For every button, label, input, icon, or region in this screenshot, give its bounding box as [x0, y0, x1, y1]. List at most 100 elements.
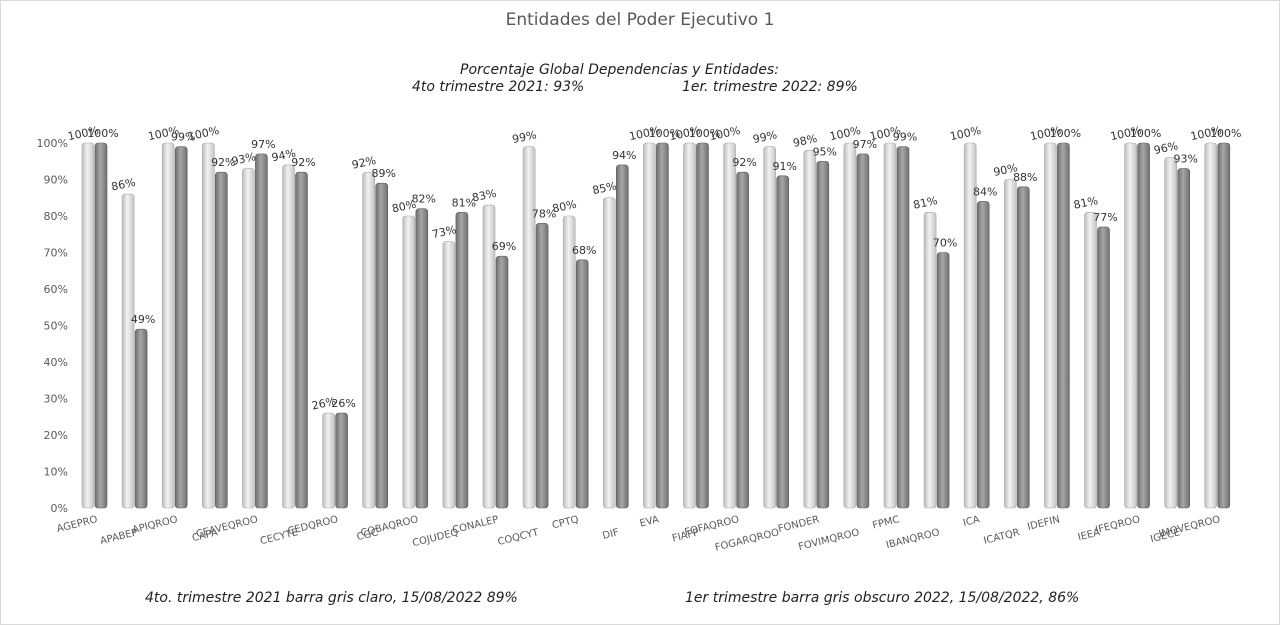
bar-1er-trimestre-2022 [455, 212, 469, 509]
data-label: 94% [612, 149, 636, 162]
data-label: 100% [1189, 124, 1222, 143]
bar-4to-trimestre-2021 [883, 142, 897, 509]
category-label: COBAQROO [360, 514, 420, 539]
data-label: 97% [853, 138, 877, 151]
bar-1er-trimestre-2022 [736, 171, 749, 509]
data-label: 97% [251, 138, 275, 151]
bar-1er-trimestre-2022 [295, 171, 308, 509]
data-label: 95% [813, 145, 837, 158]
bar-4to-trimestre-2021 [843, 142, 857, 509]
bar-4to-trimestre-2021 [362, 171, 376, 509]
bar-1er-trimestre-2022 [1016, 186, 1030, 509]
bar-1er-trimestre-2022 [1137, 142, 1150, 509]
category-label: FOVIMQROO [797, 527, 860, 553]
bar-4to-trimestre-2021 [723, 142, 736, 509]
y-tick-label: 70% [44, 247, 68, 260]
data-label: 92% [351, 154, 378, 172]
category-label: CEAVEQROO [195, 514, 259, 540]
data-label: 73% [431, 223, 458, 241]
category-label: AGEPRO [56, 514, 99, 535]
data-label: 100% [689, 127, 720, 140]
data-label: 100% [1050, 127, 1081, 140]
category-label: EVA [639, 514, 661, 529]
bar-4to-trimestre-2021 [923, 212, 937, 509]
data-label: 93% [1173, 153, 1197, 166]
y-tick-label: 40% [44, 356, 68, 369]
category-label: FONDER [777, 514, 821, 535]
bar-1er-trimestre-2022 [1177, 168, 1190, 509]
bar-4to-trimestre-2021 [161, 142, 175, 509]
bar-4to-trimestre-2021 [1084, 212, 1097, 509]
bar-1er-trimestre-2022 [696, 142, 709, 509]
category-label: CPTQ [551, 514, 580, 531]
y-tick-label: 80% [44, 210, 68, 223]
data-label: 100% [949, 124, 982, 143]
bar-4to-trimestre-2021 [242, 168, 255, 509]
subtitle-line-2a: 4to trimestre 2021: 93% [412, 79, 585, 95]
footnote-right: 1er trimestre barra gris obscuro 2022, 1… [685, 590, 1080, 606]
data-label: 99% [752, 128, 779, 146]
bar-1er-trimestre-2022 [936, 252, 950, 509]
bar-4to-trimestre-2021 [322, 412, 335, 509]
category-label: FOFAQROO [684, 514, 741, 538]
category-label: IDEFIN [1026, 514, 1061, 533]
data-label: 99% [893, 131, 917, 144]
y-tick-label: 100% [37, 137, 68, 150]
bar-4to-trimestre-2021 [643, 142, 656, 509]
bar-1er-trimestre-2022 [134, 328, 148, 509]
bar-4to-trimestre-2021 [1003, 179, 1017, 509]
category-label: ICATQR [983, 527, 1022, 547]
category-label: FPMC [871, 514, 900, 531]
data-label: 26% [331, 397, 355, 410]
category-label: ICA [962, 514, 981, 529]
bar-1er-trimestre-2022 [375, 182, 389, 509]
data-label: 81% [1072, 194, 1099, 212]
bar-1er-trimestre-2022 [656, 142, 669, 509]
data-label: 49% [131, 313, 155, 326]
y-tick-label: 50% [44, 320, 68, 333]
bar-4to-trimestre-2021 [282, 164, 295, 509]
data-label: 99% [511, 128, 538, 146]
bar-1er-trimestre-2022 [174, 146, 188, 509]
data-label: 81% [452, 196, 476, 209]
bar-4to-trimestre-2021 [763, 146, 777, 509]
data-label: 94% [270, 147, 297, 165]
data-label: 100% [649, 127, 680, 140]
bar-1er-trimestre-2022 [896, 146, 910, 509]
data-label: 84% [973, 185, 997, 198]
data-label: 100% [869, 124, 902, 143]
category-label: IFEQROO [1094, 514, 1141, 536]
bar-1er-trimestre-2022 [1097, 226, 1110, 509]
y-tick-label: 60% [44, 283, 68, 296]
bar-1er-trimestre-2022 [976, 201, 990, 509]
data-label: 100% [1109, 124, 1142, 143]
bar-1er-trimestre-2022 [94, 142, 108, 509]
footnote-left: 4to. trimestre 2021 barra gris claro, 15… [145, 590, 518, 606]
data-label: 100% [668, 124, 701, 143]
data-label: 98% [792, 132, 819, 150]
data-label: 92% [732, 156, 756, 169]
data-label: 92% [291, 156, 315, 169]
y-tick-label: 30% [44, 393, 68, 406]
category-label: IMOVEQROO [1158, 514, 1222, 540]
data-label: 96% [1153, 139, 1180, 157]
bar-1er-trimestre-2022 [335, 412, 348, 509]
category-label: CEDQROO [287, 514, 340, 537]
y-tick-label: 0% [51, 502, 68, 515]
bar-4to-trimestre-2021 [522, 146, 536, 509]
data-label: 77% [1093, 211, 1117, 224]
data-label: 26% [311, 395, 338, 413]
data-label: 70% [933, 237, 957, 250]
data-label: 82% [412, 193, 436, 206]
data-label: 69% [492, 240, 516, 253]
bar-1er-trimestre-2022 [1217, 142, 1231, 509]
data-label: 81% [912, 194, 939, 212]
bar-4to-trimestre-2021 [202, 142, 215, 509]
data-label: 93% [230, 150, 257, 168]
bar-4to-trimestre-2021 [963, 142, 977, 509]
data-label: 78% [532, 207, 556, 220]
data-label: 100% [1029, 124, 1062, 143]
data-label: 100% [87, 127, 118, 140]
bar-4to-trimestre-2021 [562, 215, 576, 509]
bar-4to-trimestre-2021 [683, 142, 696, 509]
